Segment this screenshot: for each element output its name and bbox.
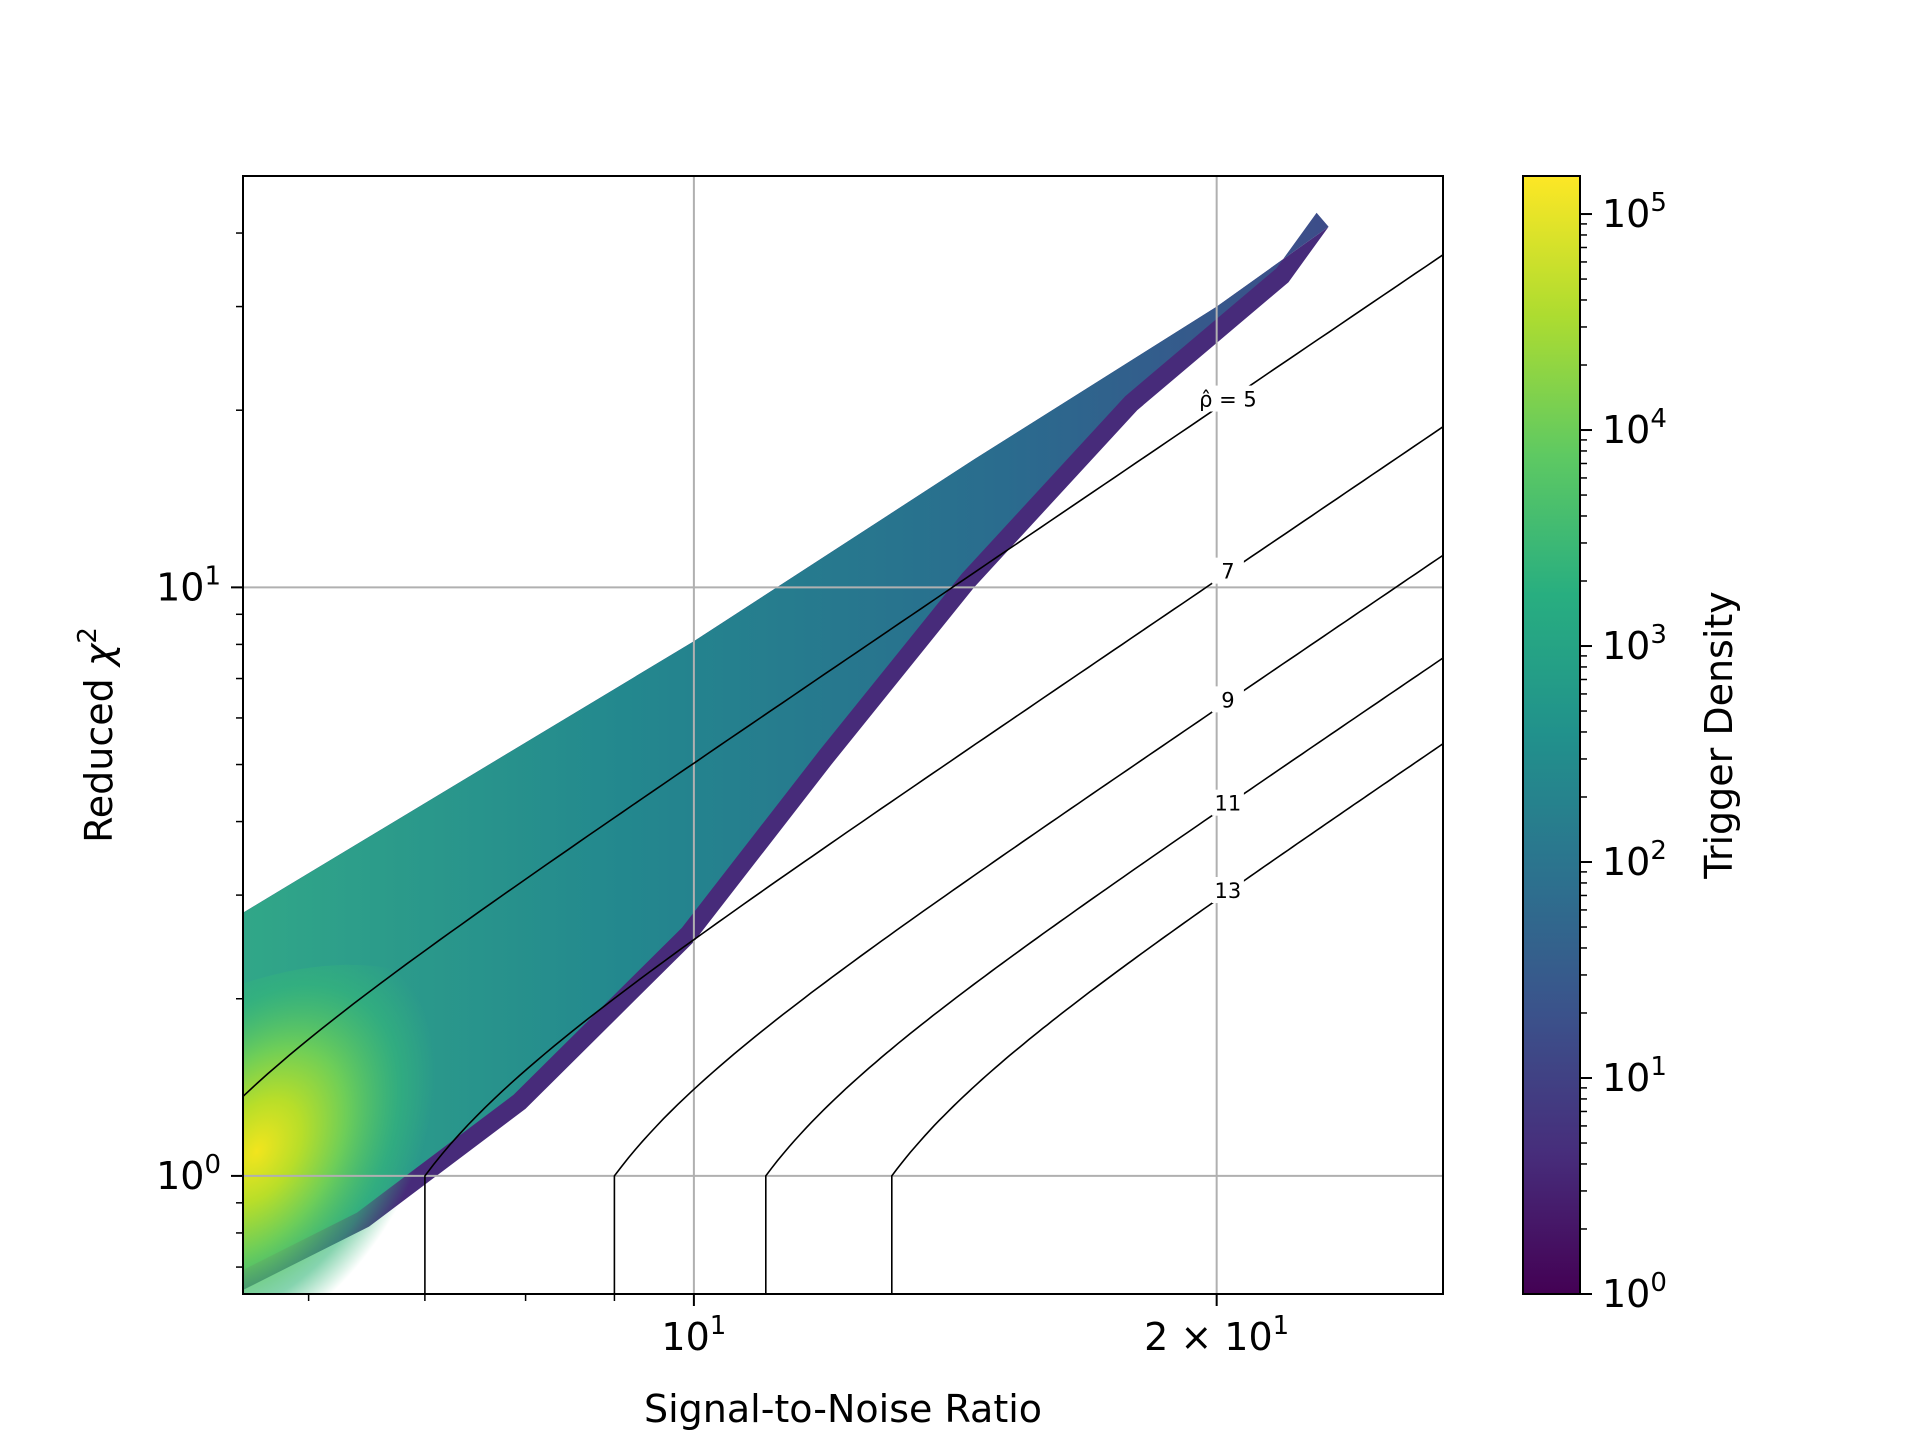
colorbar-tick-label-3: 103 [1602, 620, 1667, 668]
contour-label-bg-11 [1211, 789, 1244, 816]
y-axis: 100 101 [156, 232, 243, 1268]
contour-line-7 [424, 425, 1443, 1294]
y-tick-label-1: 101 [156, 561, 221, 609]
contour-label-11: 11 [1215, 792, 1242, 816]
y-tick-label-0: 100 [156, 1150, 221, 1198]
colorbar-tick-label-2: 102 [1602, 836, 1667, 884]
contour-label-9: 9 [1221, 688, 1234, 712]
contour-label-bg-7 [1211, 557, 1244, 584]
x-tick-label-0: 101 [661, 1311, 726, 1359]
colorbar: 100 101 102 103 104 105 Trigger Density [1522, 175, 1741, 1316]
contour-label-bg-13 [1211, 877, 1244, 904]
colorbar-gradient [1522, 175, 1581, 1295]
contour-labels: ρ̂ = 5 7 9 11 13 [1191, 385, 1264, 904]
y-axis-title-symbol: χ [77, 642, 121, 668]
contour-line-11 [765, 657, 1443, 1294]
contour-lines [243, 253, 1443, 1294]
contour-label-bg-5 [1191, 385, 1264, 412]
colorbar-tick-label-0: 100 [1602, 1268, 1667, 1316]
y-axis-title: Reduced χ2 [73, 627, 121, 843]
colorbar-tick-label-1: 101 [1602, 1052, 1667, 1100]
colorbar-ticks: 100 101 102 103 104 105 [1580, 188, 1667, 1316]
contour-line-9 [613, 554, 1443, 1294]
contour-label-7: 7 [1221, 560, 1234, 584]
colorbar-tick-label-5: 105 [1602, 188, 1667, 236]
contour-label-13: 13 [1215, 879, 1242, 903]
contour-line-13 [891, 742, 1443, 1294]
density-core [243, 964, 499, 1294]
x-axis-title: Signal-to-Noise Ratio [644, 1387, 1042, 1431]
contour-label-5: ρ̂ = 5 [1199, 388, 1257, 412]
x-tick-label-1: 2 × 101 [1144, 1311, 1289, 1359]
y-axis-title-superscript: 2 [73, 627, 103, 644]
plot-frame [242, 175, 1444, 1295]
contour-label-bg-9 [1211, 686, 1244, 713]
y-axis-title-text: Reduced [77, 666, 121, 843]
density-hexbin-region [243, 212, 1329, 1294]
colorbar-tick-label-4: 104 [1602, 404, 1667, 452]
x-axis: 101 2 × 101 [307, 1294, 1289, 1359]
density-band [243, 212, 1329, 1270]
colorbar-title: Trigger Density [1697, 591, 1741, 880]
grid-lines [243, 176, 1443, 1294]
